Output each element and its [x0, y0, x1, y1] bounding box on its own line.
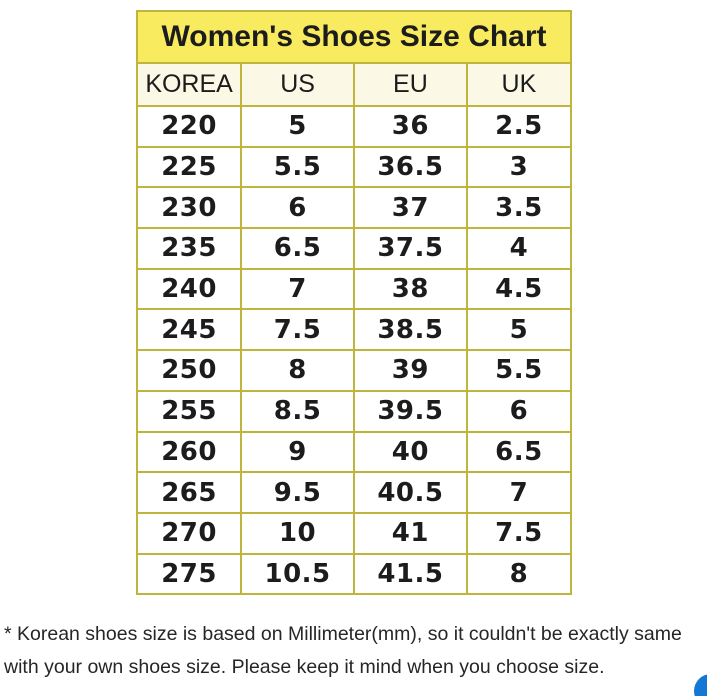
table-row: 265 9.5 40.5 7: [135, 471, 573, 514]
table-cell: 5.5: [240, 145, 355, 189]
table-cell: 7.5: [465, 511, 573, 555]
table-cell: 39: [352, 349, 468, 392]
table-row: 250 8 39 5.5: [135, 349, 573, 392]
table-header-row: KOREA US EU UK: [135, 62, 573, 107]
table-row: 235 6.5 37.5 4: [135, 227, 573, 270]
table-row: 225 5.5 36.5 3: [135, 145, 573, 189]
table-cell: 7: [465, 471, 573, 514]
shoe-size-chart-table: Women's Shoes Size Chart KOREA US EU UK …: [135, 10, 573, 596]
table-cell: 10: [240, 511, 355, 555]
footnote-line-2: with your own shoes size. Please keep it…: [4, 656, 605, 678]
table-cell: 250: [135, 349, 243, 392]
floating-action-button[interactable]: [694, 674, 707, 696]
table-row: 245 7.5 38.5 5: [135, 308, 573, 352]
table-cell: 38: [352, 267, 468, 311]
table-cell: 8: [465, 552, 573, 596]
table-cell: 4.5: [465, 267, 573, 311]
table-row: 260 9 40 6.5: [135, 430, 573, 474]
table-body: 220 5 36 2.5 225 5.5 36.5 3 230 6 37 3.5 235 6.5 37.5 4…: [135, 105, 573, 596]
table-row: 270 10 41 7.5: [135, 511, 573, 555]
table-cell: 6.5: [240, 227, 355, 270]
table-row: 255 8.5 39.5 6: [135, 389, 573, 433]
table-cell: 265: [135, 471, 243, 514]
table-cell: 245: [135, 308, 243, 352]
table-cell: 260: [135, 430, 243, 474]
table-cell: 36: [352, 105, 468, 148]
table-cell: 230: [135, 186, 243, 230]
column-header-eu: EU: [352, 62, 468, 107]
table-cell: 240: [135, 267, 243, 311]
table-cell: 6: [240, 186, 355, 230]
table-cell: 39.5: [352, 389, 468, 433]
table-cell: 235: [135, 227, 243, 270]
column-header-us: US: [240, 62, 355, 107]
table-cell: 6: [465, 389, 573, 433]
table-cell: 3.5: [465, 186, 573, 230]
column-header-korea: KOREA: [135, 62, 243, 107]
table-cell: 7: [240, 267, 355, 311]
footnote: * Korean shoes size is based on Millimet…: [4, 618, 704, 684]
table-cell: 41: [352, 511, 468, 555]
table-cell: 7.5: [240, 308, 355, 352]
table-title-row: Women's Shoes Size Chart: [136, 10, 572, 64]
table-cell: 2.5: [465, 105, 573, 148]
table-cell: 220: [135, 105, 243, 148]
footnote-line-1: * Korean shoes size is based on Millimet…: [4, 623, 682, 645]
table-cell: 255: [135, 389, 243, 433]
table-cell: 9.5: [240, 471, 355, 514]
table-cell: 8.5: [240, 389, 355, 433]
table-cell: 275: [135, 552, 243, 596]
table-cell: 225: [135, 145, 243, 189]
table-row: 275 10.5 41.5 8: [135, 552, 573, 596]
table-cell: 41.5: [352, 552, 468, 596]
table-row: 220 5 36 2.5: [135, 105, 573, 148]
table-cell: 5.5: [465, 349, 573, 392]
table-cell: 37.5: [352, 227, 468, 270]
table-cell: 5: [465, 308, 573, 352]
table-cell: 37: [352, 186, 468, 230]
table-cell: 36.5: [352, 145, 468, 189]
page-title: Women's Shoes Size Chart: [136, 10, 572, 64]
table-cell: 3: [465, 145, 573, 189]
table-cell: 5: [240, 105, 355, 148]
table-row: 240 7 38 4.5: [135, 267, 573, 311]
table-cell: 6.5: [465, 430, 573, 474]
table-cell: 10.5: [240, 552, 355, 596]
table-cell: 40.5: [352, 471, 468, 514]
table-row: 230 6 37 3.5: [135, 186, 573, 230]
table-cell: 9: [240, 430, 355, 474]
table-cell: 40: [352, 430, 468, 474]
table-cell: 38.5: [352, 308, 468, 352]
table-cell: 4: [465, 227, 573, 270]
table-cell: 8: [240, 349, 355, 392]
table-cell: 270: [135, 511, 243, 555]
column-header-uk: UK: [465, 62, 573, 107]
